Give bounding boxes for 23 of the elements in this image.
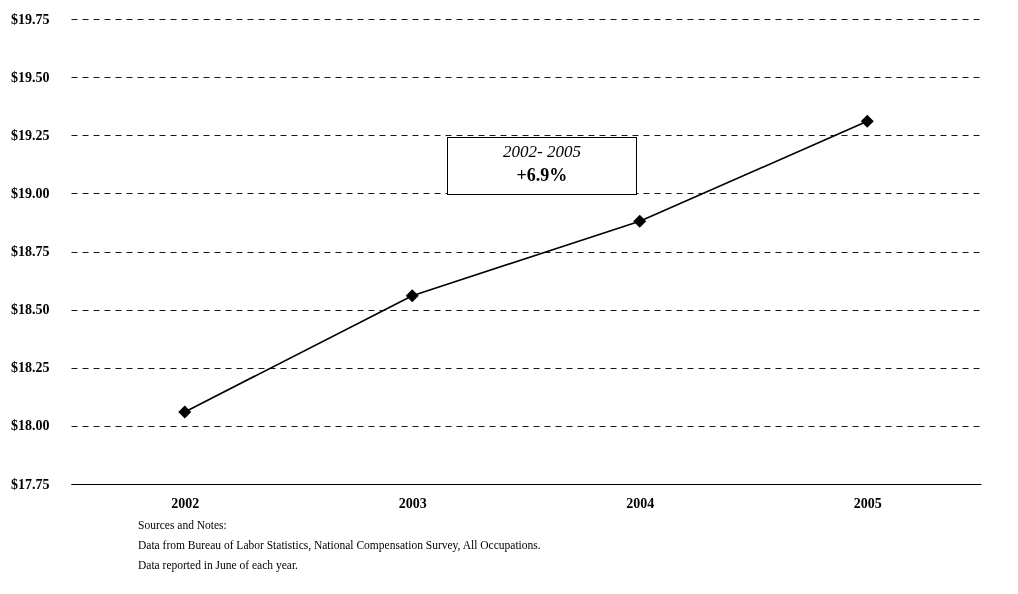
- y-tick-label: $19.00: [11, 185, 50, 201]
- y-tick-label: $18.25: [11, 360, 50, 376]
- text: Data from Bureau of Labor Statistics, National Compensation Survey, All Occupations.: [138, 539, 541, 552]
- y-tick-label: $18.75: [11, 244, 50, 259]
- y-tick-label: $18.00: [11, 418, 50, 434]
- y-tick-label: $19.25: [11, 127, 50, 143]
- x-tick-label: 2003: [398, 495, 427, 511]
- point: [860, 114, 874, 128]
- note-box: 2002- 2005 +6.9%: [447, 137, 637, 195]
- x-tick-label: 2005: [853, 495, 882, 511]
- y-tick-label: $18.50: [11, 302, 50, 318]
- source-note: Sources and Notes:: [138, 519, 227, 531]
- annotation: +6.9%: [515, 165, 569, 186]
- y-tick-label: $19.50: [11, 69, 50, 85]
- annotation: 2002- 2005: [502, 142, 582, 162]
- point: [405, 289, 419, 303]
- x-tick-label: 2004: [626, 495, 655, 511]
- y-tick-label: $17.75: [11, 476, 50, 492]
- y-tick-label: $19.75: [11, 11, 50, 27]
- point: [178, 405, 192, 419]
- text: Data reported in June of each year.: [138, 559, 299, 572]
- x-tick-label: 2002: [171, 495, 200, 511]
- point: [633, 214, 647, 228]
